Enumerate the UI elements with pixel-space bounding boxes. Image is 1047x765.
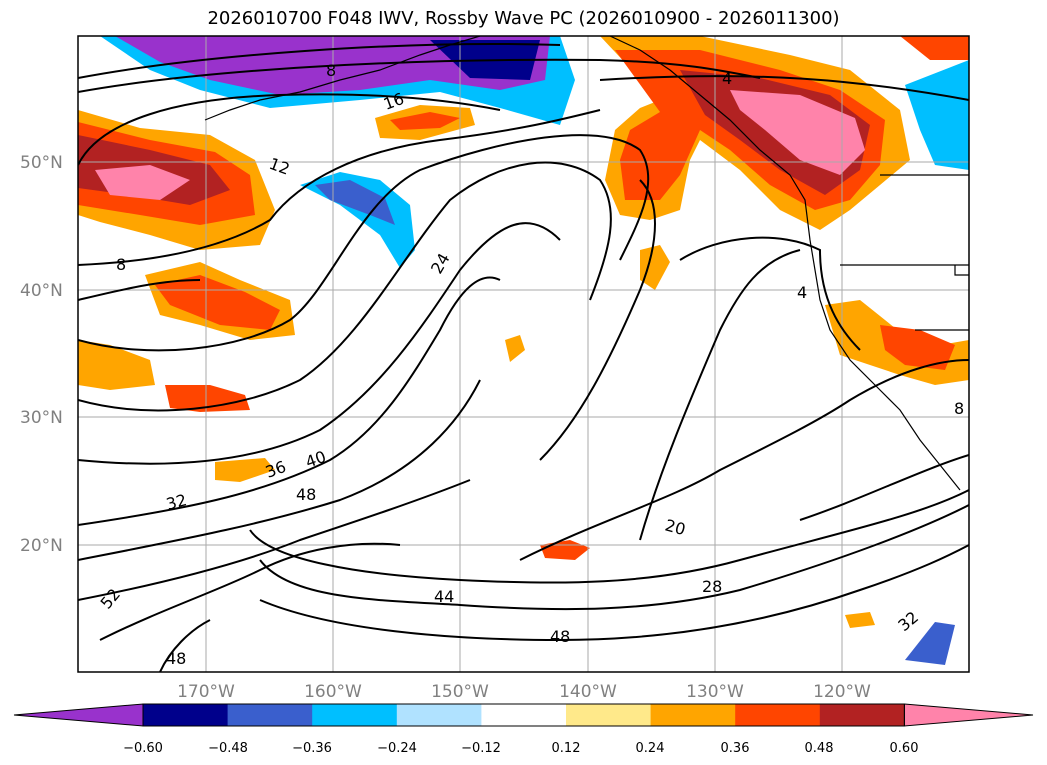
colorbar-segment <box>650 704 736 726</box>
colorbar-tick: −0.12 <box>461 741 501 756</box>
positive-anomaly-ne-peak <box>730 90 865 175</box>
positive-anomaly-w2-core <box>155 275 280 330</box>
colorbar-segment <box>143 704 229 726</box>
latitude-labels: 50°N 40°N 30°N 20°N <box>20 153 63 556</box>
contour-label: 44 <box>434 587 454 606</box>
negative-anomaly-ne <box>905 60 969 170</box>
longitude-labels: 170°W 160°W 150°W 140°W 130°W 120°W <box>177 682 871 702</box>
contour-label: 32 <box>164 490 189 514</box>
lat-label: 20°N <box>20 536 63 556</box>
iwv-contours <box>78 43 969 672</box>
contour-label: 20 <box>663 516 688 540</box>
colorbar-tick: −0.24 <box>377 741 417 756</box>
colorbar-tick: 0.48 <box>805 741 834 756</box>
lon-label: 130°W <box>686 682 744 702</box>
contour-label: 48 <box>166 649 186 668</box>
colorbar-frame <box>142 703 905 727</box>
colorbar-tick: −0.36 <box>292 741 332 756</box>
colorbar-segment <box>819 704 905 726</box>
colorbar-extend-high <box>903 703 1034 727</box>
contour-label: 8 <box>954 399 964 418</box>
contour-label: 48 <box>296 485 316 504</box>
positive-anomaly-coast-core <box>880 325 955 370</box>
positive-anomaly-c4 <box>845 612 875 628</box>
colorbar-tick: 0.36 <box>721 741 750 756</box>
positive-anomaly-c1 <box>640 245 670 290</box>
positive-anomaly-ne2 <box>900 36 969 60</box>
positive-anomaly-n-core <box>390 112 460 130</box>
lat-label: 30°N <box>20 408 63 428</box>
negative-anomaly-center-core <box>315 180 395 225</box>
lat-label: 50°N <box>20 153 63 173</box>
coastlines <box>204 36 969 491</box>
positive-anomaly-w4 <box>165 385 250 412</box>
contour-label: 8 <box>116 255 126 274</box>
colorbar-tick-labels: −0.60 −0.48 −0.36 −0.24 −0.12 0.12 0.24 … <box>123 741 918 756</box>
colorbar-segment <box>312 704 398 726</box>
lon-label: 140°W <box>559 682 617 702</box>
colorbar-tick: 0.60 <box>890 741 919 756</box>
positive-anomaly-west-peak <box>95 165 190 200</box>
colorbar-tick: −0.60 <box>123 741 163 756</box>
negative-anomaly-se <box>905 622 955 665</box>
figure-title: 2026010700 F048 IWV, Rossby Wave PC (202… <box>207 8 840 29</box>
colorbar-segment <box>566 704 652 726</box>
contour-label: 4 <box>722 69 732 88</box>
colorbar-tick: 0.24 <box>636 741 665 756</box>
contour-labels: 8 16 12 8 24 4 4 36 40 48 32 20 28 44 48… <box>97 61 965 668</box>
contour-label: 48 <box>550 627 570 646</box>
lon-label: 150°W <box>431 682 489 702</box>
lon-label: 170°W <box>177 682 235 702</box>
contour-label: 8 <box>326 61 336 80</box>
contour-label: 28 <box>702 577 722 596</box>
lon-label: 160°W <box>304 682 362 702</box>
lat-label: 40°N <box>20 281 63 301</box>
colorbar-segment <box>735 704 821 726</box>
colorbar-tick: −0.48 <box>208 741 248 756</box>
contour-label: 4 <box>797 283 807 302</box>
colorbar-tick: 0.12 <box>552 741 581 756</box>
colorbar-segment <box>481 704 567 726</box>
positive-anomaly-c2 <box>505 335 525 362</box>
positive-anomaly-w5 <box>215 458 275 482</box>
colorbar-extend-low <box>13 703 144 727</box>
lon-label: 120°W <box>813 682 871 702</box>
colorbar-segment <box>396 704 482 726</box>
positive-anomaly-w3 <box>78 340 155 390</box>
map-frame <box>77 35 970 673</box>
colorbar <box>13 703 1034 727</box>
colorbar-segment <box>227 704 313 726</box>
